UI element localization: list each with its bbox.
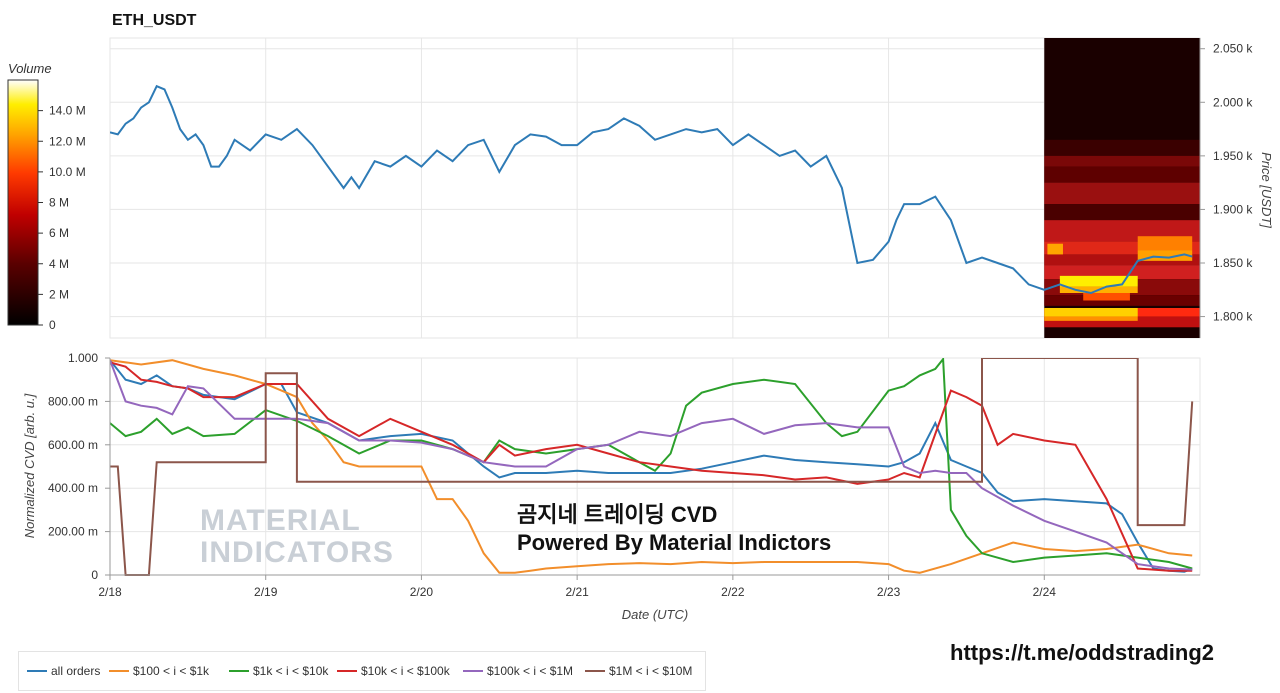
legend-label: $10k < i < $100k <box>361 664 450 678</box>
price-tick-label: 2.000 k <box>1213 95 1253 109</box>
legend-swatch <box>463 670 483 672</box>
price-axis: 1.800 k 1.850 k 1.900 k 1.950 k 2.000 k 2.050… <box>1199 38 1274 338</box>
colorbar-tick-label: 0 <box>49 318 56 332</box>
colorbar-tick-label: 8 M <box>49 196 69 210</box>
cvd-x-tick-label: 2/23 <box>877 585 901 599</box>
price-panel-grid <box>109 37 1201 339</box>
colorbar-tick-label: 12.0 M <box>49 134 86 148</box>
heatmap-band <box>1044 265 1200 280</box>
cvd-x-tick-label: 2/20 <box>410 585 434 599</box>
chart-title: ETH_USDT <box>112 12 197 29</box>
legend-swatch <box>337 670 357 672</box>
price-tick-label: 1.950 k <box>1213 149 1253 163</box>
colorbar-gradient <box>7 79 39 326</box>
cvd-x-axis-title: Date (UTC) <box>622 607 688 622</box>
price-plot-area <box>109 37 1201 339</box>
price-axis-title: Price [USDT] <box>1259 152 1274 228</box>
price-line <box>110 84 1193 295</box>
legend-label: $100 < i < $1k <box>133 664 210 678</box>
legend-label: $1k < i < $10k <box>253 664 329 678</box>
heatmap-band <box>1044 254 1200 266</box>
colorbar-tick-label: 2 M <box>49 287 69 301</box>
colorbar-tick-label: 10.0 M <box>49 165 86 179</box>
price-series <box>110 84 1193 295</box>
legend-swatch <box>109 670 129 672</box>
logo-line-2: INDICATORS <box>200 536 394 569</box>
cvd-y-tick-label: 800.00 m <box>48 394 98 408</box>
legend-swatch <box>27 670 47 672</box>
cvd-y-axis-title: Normalized CVD [arb. u.] <box>22 393 37 538</box>
legend-item[interactable]: $100k < i < $1M <box>463 664 573 678</box>
legend-item[interactable]: $1k < i < $10k <box>229 664 328 678</box>
heatmap-band <box>1044 166 1200 183</box>
legend-item[interactable]: all orders <box>27 664 100 678</box>
cvd-y-tick-label: 400.00 m <box>48 481 98 495</box>
legend-item[interactable]: $10k < i < $100k <box>337 664 450 678</box>
legend-label: all orders <box>51 664 101 678</box>
colorbar-tick-label: 14.0 M <box>49 104 86 118</box>
heatmap-hotspot <box>1137 250 1193 261</box>
legend-swatch <box>585 670 605 672</box>
colorbar-tick-label: 4 M <box>49 257 69 271</box>
price-tick-label: 1.850 k <box>1213 256 1253 270</box>
cvd-y-tick-label: 0 <box>91 568 98 582</box>
volume-colorbar: 0 2 M 4 M 6 M 8 M 10.0 M 12.0 M 14.0 M <box>7 79 86 332</box>
cvd-axis: 0 200.00 m 400.00 m 600.00 m 800.00 m 1.000 2/… <box>22 351 1200 622</box>
cvd-y-tick-label: 1.000 <box>68 351 98 365</box>
cvd-x-tick-label: 2/22 <box>721 585 745 599</box>
legend-item[interactable]: $100 < i < $1k <box>109 664 209 678</box>
legend-item[interactable]: $1M < i < $10M <box>585 664 692 678</box>
colorbar-tick-label: 6 M <box>49 226 69 240</box>
heatmap-hotspot <box>1044 316 1138 321</box>
cvd-x-tick-label: 2/19 <box>254 585 278 599</box>
heatmap-band <box>1044 155 1200 167</box>
cvd-y-tick-label: 600.00 m <box>48 438 98 452</box>
legend-label: $1M < i < $10M <box>609 664 693 678</box>
watermark-powered-by: Powered By Material Indictors <box>517 530 832 555</box>
cvd-line <box>110 361 1193 572</box>
heatmap-hotspot <box>1047 243 1063 255</box>
heatmap-hotspot <box>1044 308 1138 317</box>
legend-swatch <box>229 670 249 672</box>
watermark-title: 곰지네 트레이딩 CVD <box>517 502 718 527</box>
cvd-x-tick-label: 2/24 <box>1033 585 1057 599</box>
legend-label: $100k < i < $1M <box>487 664 574 678</box>
cvd-line <box>110 359 1193 571</box>
heatmap-hotspot <box>1137 236 1193 251</box>
heatmap-hotspot <box>1059 275 1138 287</box>
orderbook-heatmap <box>1044 38 1200 338</box>
cvd-x-tick-label: 2/18 <box>98 585 122 599</box>
cvd-x-tick-label: 2/21 <box>565 585 589 599</box>
logo-line-1: MATERIAL <box>200 504 361 537</box>
heatmap-band <box>1044 182 1200 205</box>
heatmap-band <box>1044 316 1200 328</box>
heatmap-band <box>1044 139 1200 156</box>
price-tick-label: 1.900 k <box>1213 202 1253 216</box>
heatmap-band <box>1044 204 1200 221</box>
material-indicators-logo: MATERIAL INDICATORS <box>200 505 394 569</box>
cvd-y-tick-label: 200.00 m <box>48 525 98 539</box>
legend: all orders $100 < i < $1k $1k < i < $10k… <box>18 651 706 691</box>
heatmap-hotspot <box>1083 293 1130 301</box>
colorbar-label: Volume <box>8 61 52 76</box>
price-tick-label: 1.800 k <box>1213 310 1253 324</box>
telegram-link[interactable]: https://t.me/oddstrading2 <box>950 640 1214 665</box>
price-tick-label: 2.050 k <box>1213 42 1253 56</box>
